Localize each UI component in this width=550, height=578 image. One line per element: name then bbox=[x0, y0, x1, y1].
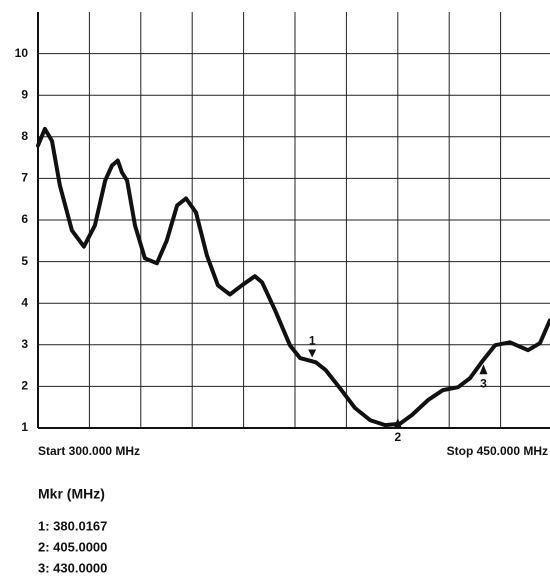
marker bbox=[479, 364, 488, 375]
y-tick-label: 5 bbox=[21, 254, 28, 268]
y-tick-label: 10 bbox=[15, 46, 29, 60]
marker-readout: 1: 380.0167 bbox=[38, 518, 107, 533]
y-tick-label: 9 bbox=[21, 87, 28, 101]
marker-heading: Mkr (MHz) bbox=[38, 486, 105, 502]
y-tick-label: 4 bbox=[21, 295, 28, 309]
marker-label: 2 bbox=[394, 430, 401, 444]
marker-label: 3 bbox=[480, 376, 487, 390]
trace bbox=[36, 126, 550, 428]
marker-readout: 3: 430.0000 bbox=[38, 560, 107, 575]
y-tick-label: 8 bbox=[21, 129, 28, 143]
marker-readout: 2: 405.0000 bbox=[38, 539, 107, 554]
marker bbox=[308, 349, 317, 358]
y-tick-label: 3 bbox=[21, 337, 28, 351]
marker-label: 1 bbox=[309, 334, 316, 348]
stop-label: Stop 450.000 MHz bbox=[447, 444, 548, 458]
start-label: Start 300.000 MHz bbox=[38, 444, 140, 458]
marker bbox=[393, 418, 402, 428]
y-tick-label: 1 bbox=[21, 420, 28, 434]
y-tick-label: 6 bbox=[21, 212, 28, 226]
y-tick-label: 2 bbox=[21, 379, 28, 393]
y-tick-label: 7 bbox=[21, 171, 28, 185]
